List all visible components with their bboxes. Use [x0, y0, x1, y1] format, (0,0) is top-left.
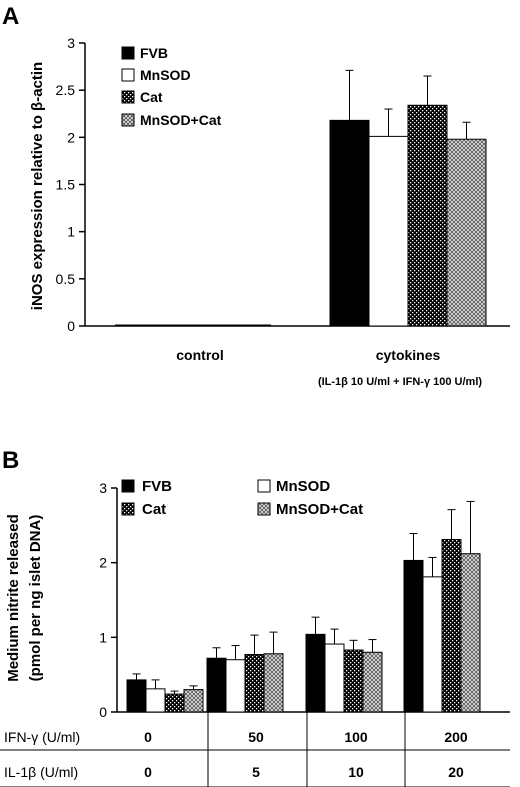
ifn-row-label: IFN-γ (U/ml)	[4, 729, 80, 745]
ifn-dose-value: 100	[344, 729, 368, 745]
y-tick-label: 2	[67, 129, 75, 145]
panel-a-y-ticks: 0 0.5 1 1.5 2 2.5 3	[56, 35, 85, 334]
cytokine-dose-caption: (IL-1β 10 U/ml + IFN-γ 100 U/ml)	[318, 376, 482, 388]
dose-table: IFN-γ (U/ml) IL-1β (U/ml) 0 50 100 200 0 5 10 2…	[0, 712, 510, 787]
y-tick-label: 3	[67, 35, 75, 51]
y-tick-label: 0	[67, 318, 75, 334]
il-dose-value: 10	[348, 764, 364, 780]
panel-b-y-axis-label-line1: Medium nitrite released	[5, 514, 22, 682]
y-tick-label: 0.5	[56, 271, 76, 287]
legend-b-label-mnsod-cat: MnSOD+Cat	[276, 501, 363, 518]
bar-cat-1	[244, 654, 265, 713]
bar-cat-2	[343, 649, 364, 713]
ifn-dose-value: 50	[248, 729, 264, 745]
legend-a-label-mnsod-cat: MnSOD+Cat	[140, 112, 222, 128]
il-dose-value: 20	[448, 764, 464, 780]
legend-b-swatch-cat	[121, 502, 135, 516]
legend-a-label-cat: Cat	[140, 89, 163, 105]
legend-b-label-cat: Cat	[142, 501, 166, 518]
panel-b-y-axis-label-line2: (pmol per ng islet DNA)	[27, 515, 44, 682]
legend-b-swatch-fvb	[121, 479, 135, 493]
bar-mnsod-cat-1	[263, 653, 284, 713]
category-label-control: control	[176, 347, 223, 363]
legend-a-label-fvb: FVB	[140, 45, 168, 61]
y-tick-label: 2	[99, 555, 107, 571]
legend-b-swatch-mnsod-cat	[257, 502, 271, 516]
panel-a-y-axis-label: iNOS expression relative to β-actin	[29, 62, 46, 310]
il-dose-value: 0	[144, 764, 152, 780]
bar-mnsod-2	[324, 643, 345, 713]
panel-b-legend: FVB Cat MnSOD MnSOD+Cat	[121, 478, 363, 518]
bar-cat-3	[441, 539, 462, 713]
bar-mnsod-1	[368, 135, 409, 327]
panel-b-y-ticks: 0 1 2 3	[99, 480, 117, 720]
bar-cat-1	[407, 104, 448, 327]
panel-b-bars	[126, 500, 481, 713]
bar-mnsod-0	[145, 688, 166, 713]
legend-a-swatch-mnsod-cat	[121, 113, 135, 127]
panel-b-letter: B	[2, 447, 19, 474]
bar-cat-0	[164, 693, 185, 713]
category-label-cytokines: cytokines	[376, 347, 441, 363]
ifn-dose-value: 200	[444, 729, 468, 745]
y-tick-label: 1.5	[56, 177, 76, 193]
bar-mnsod-cat-1	[446, 138, 487, 327]
legend-b-label-mnsod: MnSOD	[276, 478, 330, 495]
legend-a-label-mnsod: MnSOD	[140, 67, 191, 83]
y-tick-label: 1	[67, 224, 75, 240]
panel-a-legend: FVB MnSOD Cat MnSOD+Cat	[121, 45, 222, 128]
y-tick-label: 1	[99, 629, 107, 645]
bar-fvb-1	[206, 657, 227, 713]
il-row-label: IL-1β (U/ml)	[4, 764, 78, 780]
il-dose-value: 5	[252, 764, 260, 780]
y-tick-label: 2.5	[56, 82, 76, 98]
bar-mnsod-cat-2	[362, 651, 383, 713]
bar-fvb-1	[329, 119, 370, 327]
panel-a-letter: A	[2, 3, 19, 30]
bar-mnsod-cat-3	[460, 553, 481, 713]
y-tick-label: 3	[99, 480, 107, 496]
bar-mnsod-3	[422, 576, 443, 713]
legend-b-swatch-mnsod	[257, 479, 271, 493]
y-tick-label: 0	[99, 704, 107, 720]
bar-mnsod-cat-0	[183, 689, 204, 713]
bar-fvb-3	[403, 559, 424, 713]
bar-fvb-2	[305, 633, 326, 713]
bar-mnsod-1	[225, 659, 246, 713]
legend-a-swatch-mnsod	[121, 68, 135, 82]
ifn-dose-value: 0	[144, 729, 152, 745]
legend-a-swatch-fvb	[121, 46, 135, 60]
bar-fvb-0	[126, 679, 147, 713]
legend-b-label-fvb: FVB	[142, 478, 172, 495]
legend-a-swatch-cat	[121, 90, 135, 104]
panel-a-bars	[115, 69, 487, 327]
